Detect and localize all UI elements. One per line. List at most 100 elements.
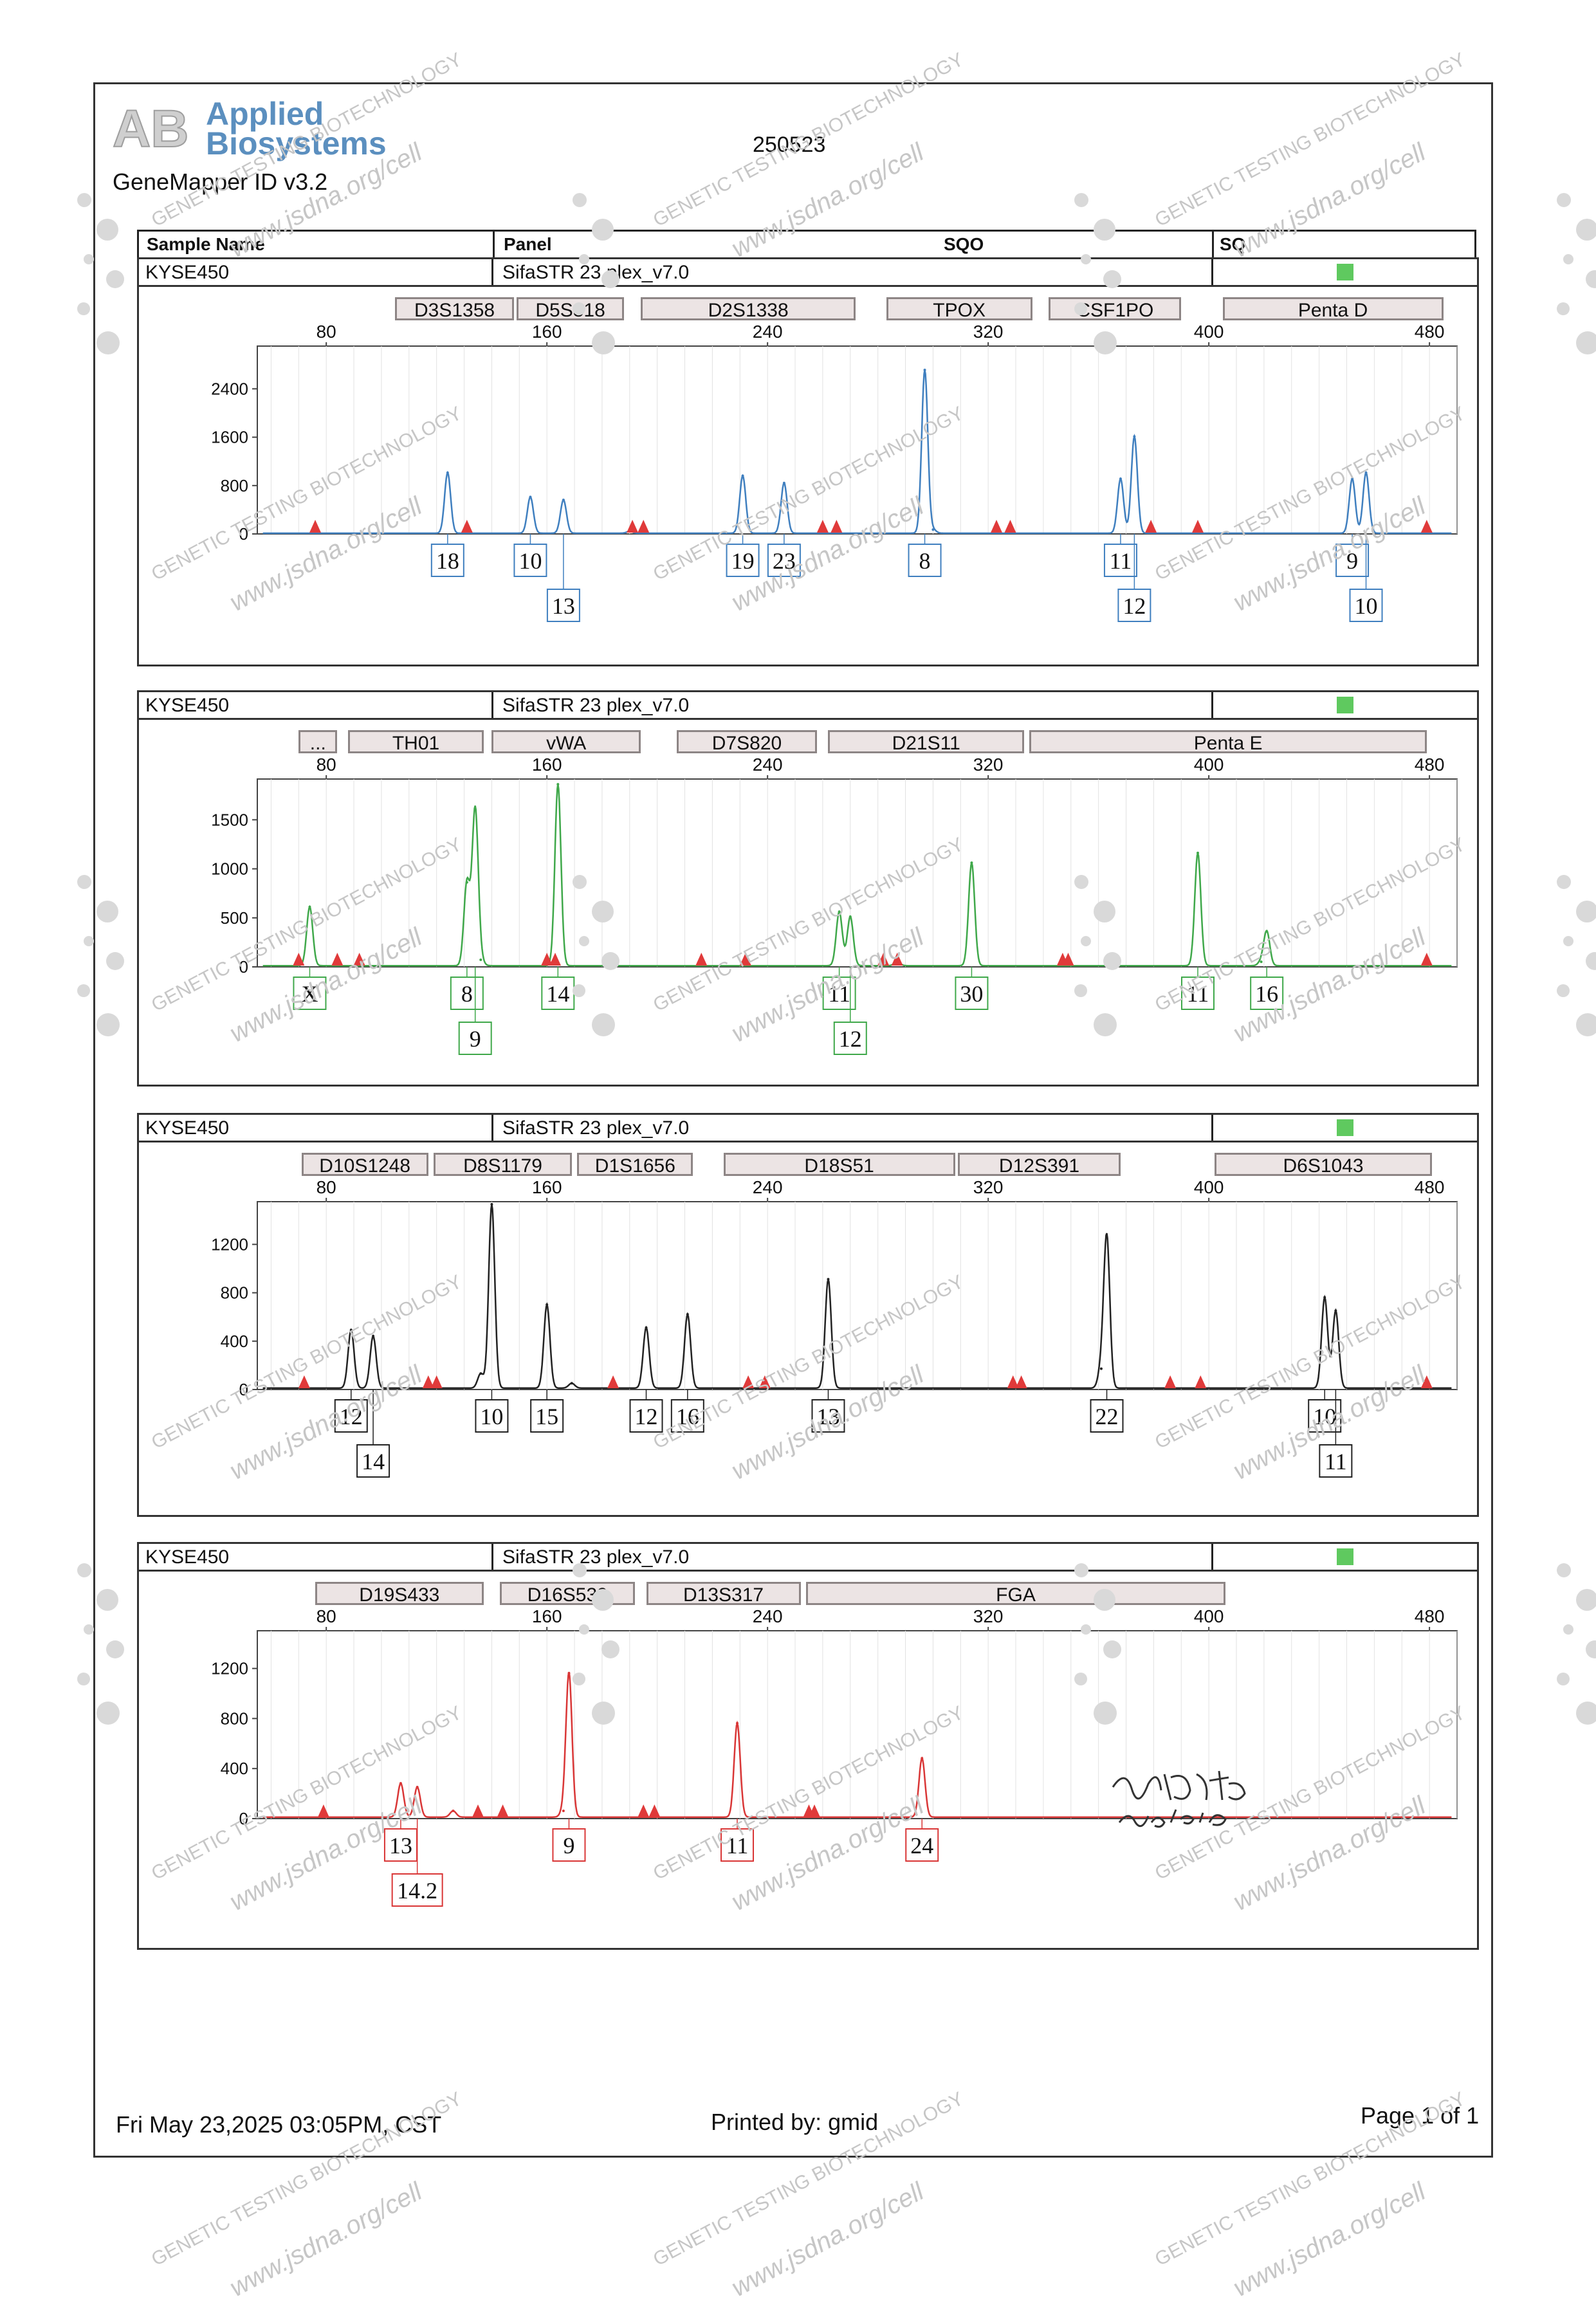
sample-row: KYSE450 SifaSTR 23 plex_v7.0 [139, 692, 1477, 720]
peak-apex [479, 1372, 482, 1375]
peak-apex [827, 1278, 830, 1281]
peak-apex [308, 905, 311, 908]
dye-panel-black: KYSE450 SifaSTR 23 plex_v7.0 D10S1248 D8S11… [137, 1113, 1479, 1517]
peak-apex [1196, 851, 1199, 854]
y-tick-label: 0 [239, 524, 248, 544]
size-marker-icon [549, 953, 562, 966]
allele-label: 16 [1255, 981, 1278, 1007]
peak-apex [838, 910, 841, 913]
y-tick-label: 1600 [211, 428, 248, 447]
dye-panel-green: KYSE450 SifaSTR 23 plex_v7.0... TH01 vWA D7S… [137, 690, 1479, 1087]
size-marker-icon [877, 953, 890, 966]
locus-bin-d10s1248: D10S1248 [301, 1153, 428, 1177]
peak-apex [556, 783, 560, 786]
y-tick-label: 1000 [211, 859, 248, 879]
x-tick-label: 160 [532, 755, 562, 775]
x-tick-label: 160 [532, 1606, 562, 1626]
size-marker-icon [891, 953, 903, 966]
locus-bin-d7s820: D7S820 [676, 730, 818, 754]
trace-blue [262, 369, 1452, 535]
allele-label: 24 [910, 1833, 933, 1858]
trace-red [262, 1671, 1452, 1818]
allele-label-box [1180, 977, 1215, 1010]
x-tick-label: 80 [316, 755, 336, 775]
x-tick-label: 240 [753, 755, 783, 775]
allele-label-box [356, 1444, 390, 1478]
allele-label-box [955, 977, 989, 1010]
x-tick-label: 400 [1194, 1177, 1224, 1197]
allele-label-box [1319, 1444, 1353, 1478]
print-date: Fri May 23,2025 03:05PM, CST [116, 2111, 442, 2138]
report-frame [93, 82, 1493, 2158]
allele-label: 9 [1346, 548, 1358, 574]
allele-label: 23 [773, 548, 796, 574]
peak-apex [452, 1809, 455, 1812]
x-tick-label: 400 [1194, 755, 1224, 775]
sample-row: KYSE450 SifaSTR 23 plex_v7.0 [139, 1544, 1477, 1572]
allele-label-box [1335, 544, 1370, 577]
sample-row: KYSE450 SifaSTR 23 plex_v7.0 [139, 1115, 1477, 1142]
y-tick-label: 800 [221, 1709, 248, 1728]
dye-panel-blue: KYSE450 SifaSTR 23 plex_v7.0 D3S1358 D5S818… [137, 257, 1479, 666]
run-id: 250523 [753, 133, 826, 157]
locus-bin-d1s1656: D1S1656 [577, 1153, 693, 1177]
allele-label-box [811, 1399, 845, 1433]
size-marker-icon [1420, 1375, 1433, 1388]
locus-bin-fga: FGA [806, 1582, 1225, 1606]
x-tick-label: 400 [1194, 1606, 1224, 1626]
peak-apex [970, 861, 973, 865]
allele-label: 13 [389, 1833, 412, 1858]
x-tick-label: 80 [316, 322, 336, 342]
sample-name: KYSE450 [145, 695, 230, 716]
panel-name: SifaSTR 23 plex_v7.0 [502, 695, 690, 716]
allele-label-box [334, 1399, 368, 1433]
size-marker-icon [607, 1375, 619, 1388]
header-panel: Panel [504, 234, 552, 254]
size-marker-icon [1145, 520, 1157, 533]
allele-label: 15 [535, 1404, 558, 1429]
size-marker-icon [353, 953, 365, 966]
allele-label-box [767, 544, 801, 577]
allele-label-box [475, 1399, 509, 1433]
size-marker-icon [541, 953, 553, 966]
size-marker-icon [742, 1375, 755, 1388]
y-tick-label: 400 [221, 1759, 248, 1778]
peak-apex [490, 1202, 493, 1206]
x-tick-label: 480 [1415, 1606, 1445, 1626]
y-tick-label: 2400 [211, 379, 248, 398]
allele-label: 12 [340, 1404, 363, 1429]
peak-apex [741, 474, 744, 477]
y-tick-label: 1200 [211, 1659, 248, 1678]
y-tick-label: 800 [221, 476, 248, 495]
brand-name-line2: Biosystems [206, 125, 387, 161]
size-marker-icon [1062, 953, 1074, 966]
allele-label-box [552, 1828, 586, 1862]
x-tick-label: 80 [316, 1606, 336, 1626]
allele-label-box [513, 544, 547, 577]
allele-label-box [720, 1828, 754, 1862]
allele-label-box [450, 977, 484, 1010]
peak-apex [529, 495, 532, 499]
size-marker-icon [1191, 520, 1204, 533]
sq-status-icon [1337, 264, 1353, 280]
allele-label: 10 [1313, 1404, 1336, 1429]
size-marker-icon [1007, 1375, 1019, 1388]
sq-status-icon [1337, 1119, 1353, 1136]
peak-apex [782, 481, 785, 484]
locus-bin-penta-d: Penta D [1222, 297, 1444, 321]
software-version: GeneMapper ID v3.2 [113, 169, 328, 195]
allele-label: 18 [436, 548, 459, 574]
allele-label: 10 [480, 1404, 503, 1429]
header-sq: SQ [1220, 234, 1246, 254]
size-marker-icon [422, 1375, 434, 1388]
allele-label: 14 [362, 1449, 385, 1474]
allele-label-box [430, 544, 464, 577]
locus-bin-d8s1179: D8S1179 [434, 1153, 572, 1177]
x-tick-label: 160 [532, 1177, 562, 1197]
locus-bin-tpox: TPOX [886, 297, 1032, 321]
electropherogram-black: 80 160 240 320 400 480 0 400 800 1200 12 14 10 15 12 16… [211, 1177, 1458, 1478]
peak-apex [1099, 1367, 1103, 1370]
panel-name: SifaSTR 23 plex_v7.0 [502, 262, 690, 283]
allele-label: 10 [1355, 593, 1378, 619]
allele-label-box [530, 1399, 564, 1433]
